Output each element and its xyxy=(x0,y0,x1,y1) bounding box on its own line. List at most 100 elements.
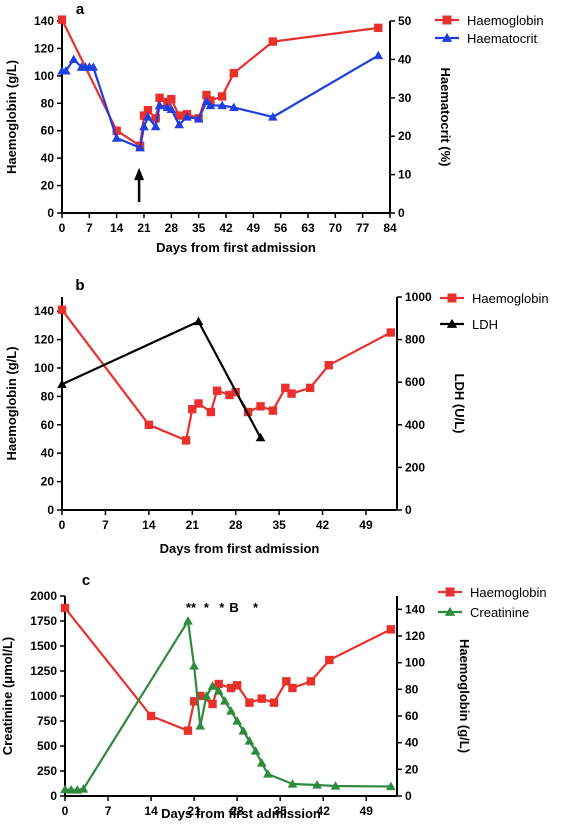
y-tick-label-right-c: 80 xyxy=(405,682,419,696)
haemoglobin-point-c xyxy=(269,698,279,707)
legend-marker-haemoglobin-b xyxy=(447,293,457,303)
creatinine-point-c xyxy=(244,736,255,745)
y-tick-label-right-b: 600 xyxy=(405,375,425,389)
x-tick-label-a: 56 xyxy=(274,221,288,235)
haematocrit-point-a xyxy=(193,114,204,123)
panel-a: a0 7 14 21 28 35 42 49 56 63 70 77 84020406080100120… xyxy=(4,1,544,255)
x-tick-label-c: 35 xyxy=(274,804,288,818)
annotation-mark-c: * xyxy=(253,600,259,615)
y-tick-label-right-b: 200 xyxy=(405,460,425,474)
creatinine-point-c xyxy=(60,784,70,794)
ldh-point-b xyxy=(57,379,67,388)
haemoglobin-point-b xyxy=(212,386,222,395)
x-tick-label-a: 7 xyxy=(86,221,93,235)
haemoglobin-point-a xyxy=(268,37,278,46)
haematocrit-point-a xyxy=(139,121,149,131)
haematocrit-point-a xyxy=(166,104,177,113)
y-tick-label-right-b: 400 xyxy=(405,418,425,432)
creatinine-point-c xyxy=(189,661,199,670)
y-axis-title-left-b: Haemoglobin (g/L) xyxy=(4,346,19,460)
haemoglobin-point-a xyxy=(174,111,184,120)
haemoglobin-point-a xyxy=(202,90,211,100)
haemoglobin-point-c xyxy=(183,726,193,735)
haemoglobin-point-b xyxy=(194,399,203,408)
haemoglobin-point-a xyxy=(167,94,176,104)
y-tick-label-left-a: 100 xyxy=(34,69,54,83)
haemoglobin-point-c xyxy=(196,691,205,701)
y-axis-title-right-a: Haematocrit (%) xyxy=(438,68,453,167)
y-tick-label-left-c: 2000 xyxy=(30,589,57,603)
y-tick-label-right-b: 800 xyxy=(405,333,425,347)
y-tick-label-right-c: 140 xyxy=(405,602,425,616)
haematocrit-point-a xyxy=(373,50,384,60)
haematocrit-point-a xyxy=(182,112,192,121)
y-tick-label-left-c: 1750 xyxy=(30,614,57,628)
creatinine-line-c xyxy=(64,619,391,792)
legend-marker-haemoglobin-a xyxy=(442,15,452,25)
x-tick-label-a: 84 xyxy=(383,221,397,235)
haematocrit-point-a xyxy=(150,121,161,131)
x-tick-label-b: 49 xyxy=(359,518,373,532)
haemoglobin-point-b xyxy=(281,383,290,393)
creatinine-point-c xyxy=(287,779,298,788)
legend-marker-haemoglobin-c xyxy=(445,587,455,597)
y-tick-label-right-c: 40 xyxy=(405,736,419,750)
y-axis-title-right-c: Haemoglobin (g/L) xyxy=(457,639,472,753)
y-tick-label-left-a: 140 xyxy=(34,14,54,28)
x-axis-title-a: Days from first admission xyxy=(156,240,316,255)
haemoglobin-point-b xyxy=(144,420,154,429)
x-tick-label-b: 14 xyxy=(142,518,156,532)
y-tick-label-right-b: 0 xyxy=(405,503,412,517)
haemoglobin-point-c xyxy=(386,625,396,634)
haemoglobin-point-a xyxy=(155,93,164,102)
haemoglobin-point-c xyxy=(208,699,217,709)
y-tick-label-right-c: 20 xyxy=(405,762,419,776)
y-tick-label-left-b: 40 xyxy=(41,446,55,460)
panel-label-a: a xyxy=(76,1,85,18)
y-tick-label-left-c: 250 xyxy=(37,764,57,778)
haemoglobin-point-b xyxy=(256,402,265,411)
ldh-line-b xyxy=(61,320,262,439)
panel-c: c0 7 14 21 28 35 42 490250500750100012501500175… xyxy=(0,572,547,821)
x-tick-label-a: 42 xyxy=(219,221,233,235)
creatinine-point-c xyxy=(78,784,89,793)
y-axis-title-right-b: LDH (U/L) xyxy=(452,374,467,434)
y-tick-label-left-b: 60 xyxy=(41,418,55,432)
y-tick-label-right-c: 60 xyxy=(405,709,419,723)
x-axis-title-c: Days from first admission xyxy=(161,806,321,821)
haematocrit-line-a xyxy=(62,54,379,149)
haematocrit-point-a xyxy=(228,102,239,112)
creatinine-point-c xyxy=(226,706,236,715)
haemoglobin-point-c xyxy=(282,677,291,686)
legend-marker-haematocrit-a xyxy=(441,32,453,42)
haematocrit-point-a xyxy=(111,133,122,142)
creatinine-point-c xyxy=(232,716,242,725)
y-tick-label-left-c: 500 xyxy=(37,739,57,753)
creatinine-point-c xyxy=(238,726,249,735)
haemoglobin-point-a xyxy=(374,23,383,33)
x-tick-label-b: 7 xyxy=(102,518,109,532)
haemoglobin-point-a xyxy=(57,15,67,24)
legend-label-haemoglobin-b: Haemoglobin xyxy=(472,291,549,306)
x-tick-label-a: 35 xyxy=(192,221,206,235)
haemoglobin-point-a xyxy=(143,105,153,115)
creatinine-point-c xyxy=(201,691,212,700)
y-tick-label-left-a: 20 xyxy=(41,179,55,193)
haemoglobin-point-a xyxy=(139,111,149,120)
y-tick-label-left-b: 0 xyxy=(47,503,54,517)
y-tick-label-left-c: 750 xyxy=(37,714,57,728)
y-tick-label-right-b: 1000 xyxy=(405,290,432,304)
haemoglobin-point-b xyxy=(57,305,67,314)
haemoglobin-point-c xyxy=(288,683,297,693)
haemoglobin-point-c xyxy=(257,694,266,703)
ldh-point-b xyxy=(255,432,266,442)
haemoglobin-point-b xyxy=(181,436,191,445)
haematocrit-point-a xyxy=(174,119,184,129)
x-tick-label-b: 21 xyxy=(186,518,200,532)
haematocrit-point-a xyxy=(205,100,216,110)
creatinine-point-c xyxy=(207,681,218,690)
annotation-mark-c: B xyxy=(229,600,238,615)
creatinine-point-c xyxy=(263,769,273,778)
x-tick-label-c: 28 xyxy=(230,804,244,818)
